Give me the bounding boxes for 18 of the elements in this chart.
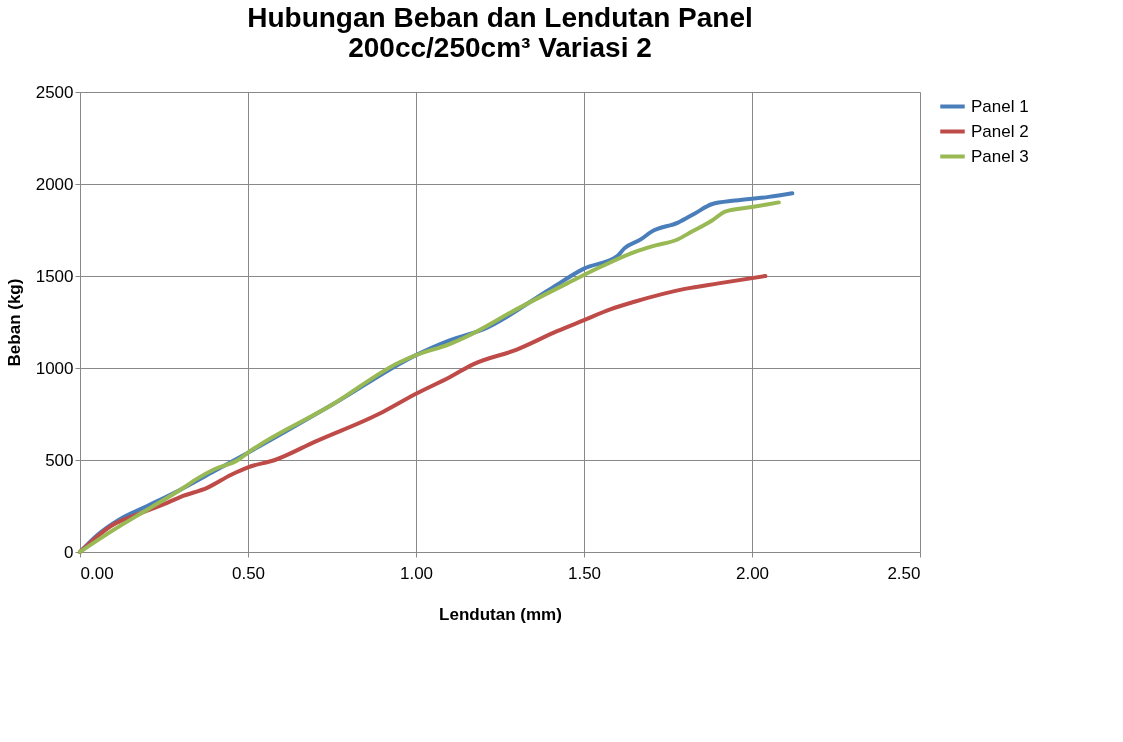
x-tick-label: 0.50	[231, 563, 266, 583]
x-tick-label: 0.00	[80, 563, 114, 583]
y-tick-label: 500	[45, 450, 74, 470]
x-tick-label: 1.00	[399, 563, 434, 583]
y-axis-title: Beban (kg)	[4, 278, 24, 367]
x-tick-label: 2.00	[735, 563, 770, 583]
y-tick-label: 2000	[35, 174, 74, 194]
chart-title: Hubungan Beban dan Lendutan Panel 200cc/250cm³ Variasi 2	[247, 2, 753, 63]
legend-label: Panel 3	[971, 146, 1029, 166]
y-tick-label: 0	[64, 542, 74, 562]
y-tick-label: 2500	[35, 82, 74, 102]
legend-label: Panel 1	[971, 96, 1029, 116]
x-tick-label: 2.50	[887, 563, 921, 583]
x-axis-title: Lendutan (mm)	[439, 604, 562, 624]
y-tick-label: 1000	[35, 358, 74, 378]
y-tick-label: 1500	[35, 266, 74, 286]
x-tick-label: 1.50	[567, 563, 602, 583]
legend-label: Panel 2	[971, 121, 1029, 141]
